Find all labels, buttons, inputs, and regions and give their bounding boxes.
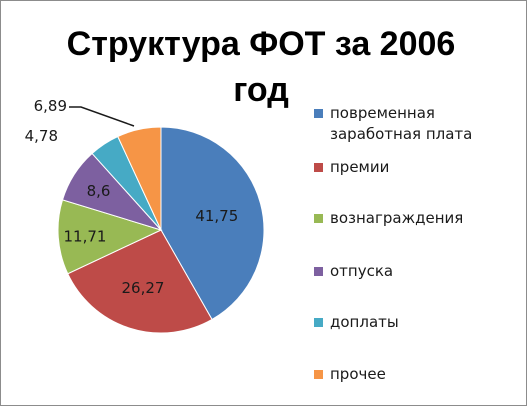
legend-swatch-wage: [314, 109, 323, 118]
legend-label-vacations: отпуска: [330, 262, 394, 280]
pie-slice-wage: [160, 126, 265, 321]
data-label-allowances: 4,78: [25, 127, 58, 145]
legend-swatch-allowances: [314, 318, 323, 327]
data-label-vacations: 8,6: [87, 182, 111, 200]
legend-label-bonuses: премии: [330, 158, 390, 176]
legend-swatch-vacations: [314, 267, 323, 276]
legend-swatch-other: [314, 370, 323, 379]
legend-label-rewards: вознаграждения: [330, 209, 464, 227]
data-label-bonuses: 26,27: [122, 279, 165, 297]
data-label-other: 6,89: [34, 97, 67, 115]
leader-line-other: [69, 106, 135, 127]
legend-swatch-rewards: [314, 214, 323, 223]
legend-label-allowances: доплаты: [330, 313, 399, 331]
pie-slice-rewards: [57, 199, 163, 275]
chart-title: Структура ФОТ за 2006 год: [66, 25, 456, 109]
data-label-rewards: 11,71: [64, 227, 107, 245]
pie-slice-bonuses: [67, 229, 213, 334]
legend-label-wage: повременная заработная плата: [330, 104, 473, 143]
legend-label-other: прочее: [330, 365, 386, 383]
legend-swatch-bonuses: [314, 163, 323, 172]
pie-slice-other: [117, 126, 162, 231]
data-label-wage: 41,75: [195, 207, 238, 225]
